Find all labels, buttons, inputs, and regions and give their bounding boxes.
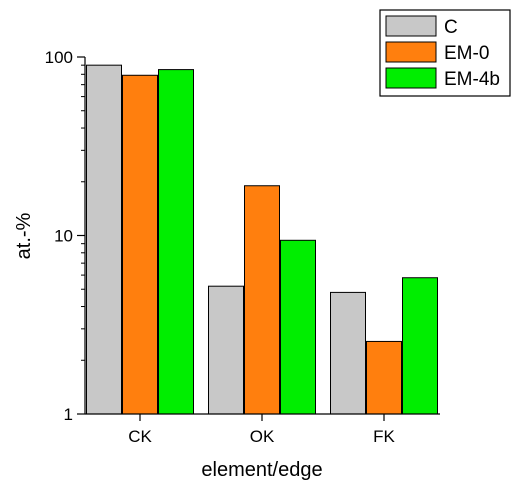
x-ticks-group: CK OK FK bbox=[128, 414, 396, 446]
legend: C EM-0 EM-4b bbox=[379, 9, 511, 97]
bar-c-fk bbox=[330, 291, 366, 415]
legend-swatch-em-0 bbox=[385, 41, 437, 63]
bars-group bbox=[86, 64, 438, 415]
y-axis-title: at.-% bbox=[13, 212, 35, 259]
legend-swatch-em-4b bbox=[385, 67, 437, 89]
bar-em-4b-ok bbox=[280, 239, 316, 415]
x-tick-label-ok: OK bbox=[250, 427, 275, 446]
x-tick-label-fk: FK bbox=[373, 427, 395, 446]
legend-label-em-4b: EM-4b bbox=[444, 69, 500, 90]
bar-em-0-ok bbox=[244, 185, 280, 415]
bar-em-0-ck bbox=[122, 74, 158, 415]
y-ticks-group: 1 10 100 bbox=[45, 48, 85, 424]
legend-label-em-0: EM-0 bbox=[444, 43, 489, 64]
y-tick-label: 10 bbox=[54, 227, 73, 246]
legend-label-c: C bbox=[444, 17, 458, 38]
x-tick-label-ck: CK bbox=[128, 427, 152, 446]
x-axis-title: element/edge bbox=[201, 459, 322, 481]
legend-swatch-c bbox=[385, 15, 437, 37]
bar-c-ok bbox=[208, 285, 244, 415]
bar-c-ck bbox=[86, 64, 122, 415]
y-tick-label: 100 bbox=[45, 48, 73, 67]
y-tick-label: 1 bbox=[64, 405, 73, 424]
bar-em-4b-ck bbox=[158, 69, 194, 415]
bar-em-0-fk bbox=[366, 340, 402, 415]
bar-em-4b-fk bbox=[402, 277, 438, 415]
